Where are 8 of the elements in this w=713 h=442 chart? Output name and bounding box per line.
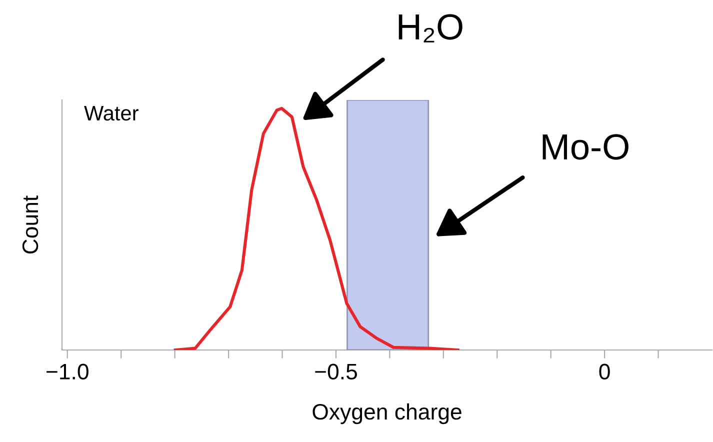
- text: H₂O: [398, 14, 462, 42]
- x-axis-title: Oxygen charge: [312, 403, 462, 424]
- y-axis-title: Count: [22, 196, 38, 254]
- annotation: Water: [84, 106, 138, 121]
- x-tick-label: −0.5: [315, 364, 357, 380]
- annotation: Mo-O: [542, 134, 628, 160]
- x-tick-label: −1.0: [46, 364, 88, 380]
- x-tick-label: 0: [599, 364, 610, 380]
